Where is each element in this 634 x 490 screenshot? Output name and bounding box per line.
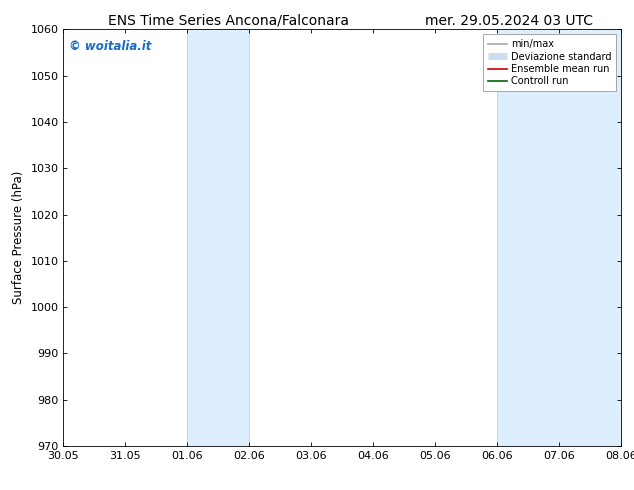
Text: © woitalia.it: © woitalia.it <box>69 40 152 53</box>
Text: mer. 29.05.2024 03 UTC: mer. 29.05.2024 03 UTC <box>425 14 593 28</box>
Y-axis label: Surface Pressure (hPa): Surface Pressure (hPa) <box>12 171 25 304</box>
Bar <box>497 29 621 446</box>
Bar <box>188 29 249 446</box>
Text: ENS Time Series Ancona/Falconara: ENS Time Series Ancona/Falconara <box>108 14 349 28</box>
Legend: min/max, Deviazione standard, Ensemble mean run, Controll run: min/max, Deviazione standard, Ensemble m… <box>483 34 616 91</box>
